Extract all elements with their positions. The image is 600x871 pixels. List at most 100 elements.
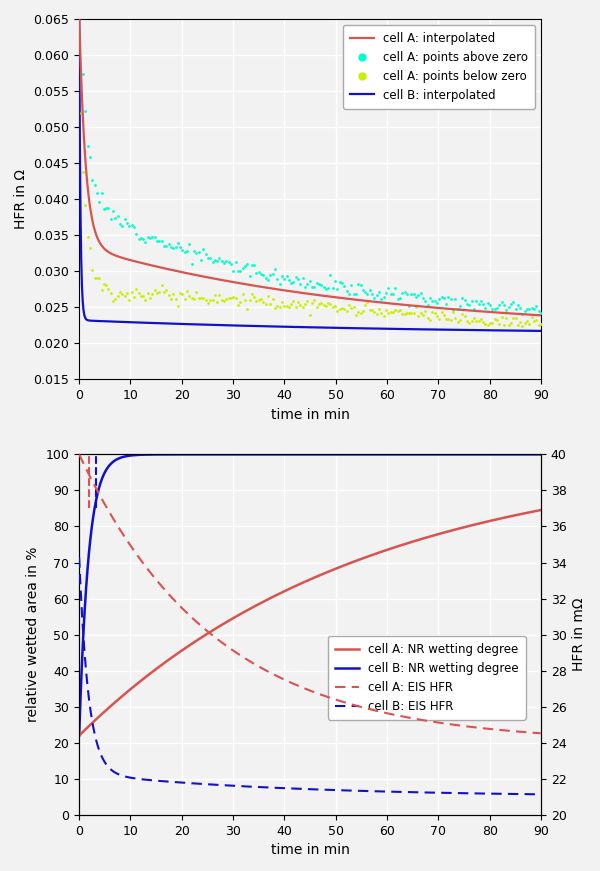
- Point: [358, 304, 368, 318]
- Point: [302, 277, 312, 291]
- Point: [164, 288, 173, 302]
- X-axis label: time in min: time in min: [271, 843, 349, 857]
- Point: [224, 255, 233, 269]
- Point: [178, 287, 187, 301]
- Point: [263, 273, 273, 287]
- Point: [140, 293, 150, 307]
- Point: [432, 296, 442, 310]
- Point: [254, 266, 263, 280]
- Point: [395, 303, 404, 317]
- Point: [374, 285, 384, 299]
- Point: [356, 278, 365, 292]
- Point: [409, 287, 419, 301]
- Point: [101, 201, 111, 215]
- Point: [293, 295, 303, 309]
- Point: [328, 300, 338, 314]
- Point: [155, 234, 164, 248]
- Point: [205, 251, 215, 265]
- Point: [169, 241, 178, 255]
- Point: [97, 186, 106, 200]
- Point: [247, 258, 257, 272]
- Point: [215, 288, 224, 302]
- Point: [118, 219, 127, 233]
- Point: [242, 257, 252, 271]
- Point: [85, 151, 95, 165]
- Point: [159, 239, 169, 253]
- Point: [529, 302, 539, 316]
- Point: [326, 297, 335, 311]
- Point: [472, 294, 481, 308]
- Point: [362, 294, 372, 308]
- Point: [458, 307, 467, 321]
- Point: [201, 246, 211, 260]
- Point: [423, 311, 433, 325]
- Point: [365, 283, 374, 297]
- Point: [300, 280, 310, 294]
- Point: [194, 291, 203, 305]
- Point: [400, 285, 409, 299]
- Point: [443, 290, 453, 304]
- Point: [455, 299, 465, 313]
- Point: [104, 282, 113, 296]
- Point: [251, 294, 261, 307]
- Point: [226, 257, 236, 271]
- Point: [347, 279, 356, 293]
- Point: [492, 314, 502, 327]
- Point: [148, 287, 157, 301]
- Point: [351, 307, 361, 321]
- Point: [446, 293, 455, 307]
- Point: [113, 209, 122, 223]
- Point: [439, 292, 449, 306]
- Point: [421, 304, 430, 318]
- Point: [483, 318, 493, 332]
- Point: [270, 262, 280, 276]
- Point: [374, 301, 384, 315]
- Point: [340, 280, 349, 294]
- Point: [494, 317, 504, 331]
- Point: [443, 312, 453, 326]
- Y-axis label: relative wetted area in %: relative wetted area in %: [26, 547, 40, 722]
- Point: [233, 264, 243, 278]
- Point: [353, 278, 363, 292]
- Point: [83, 230, 92, 244]
- Point: [171, 292, 181, 306]
- Point: [448, 303, 458, 317]
- Point: [115, 285, 125, 299]
- Point: [332, 305, 342, 319]
- Point: [316, 296, 326, 310]
- Point: [314, 297, 324, 311]
- Point: [502, 302, 511, 316]
- Point: [358, 283, 368, 297]
- Point: [361, 285, 370, 299]
- Point: [321, 300, 331, 314]
- Point: [245, 293, 254, 307]
- Point: [504, 319, 514, 333]
- Point: [293, 272, 303, 286]
- Point: [182, 284, 192, 298]
- Point: [425, 292, 435, 306]
- Point: [437, 305, 446, 319]
- Point: [150, 231, 160, 245]
- Point: [476, 313, 485, 327]
- Point: [386, 287, 395, 300]
- Point: [275, 277, 284, 291]
- Point: [187, 291, 197, 305]
- Point: [212, 254, 222, 268]
- Point: [469, 302, 479, 316]
- Point: [221, 254, 231, 268]
- Point: [88, 263, 97, 277]
- Point: [140, 235, 150, 249]
- Point: [175, 240, 185, 254]
- Point: [483, 296, 493, 310]
- Point: [464, 316, 474, 330]
- Point: [362, 287, 372, 300]
- Point: [166, 292, 176, 306]
- Point: [94, 195, 104, 209]
- Point: [335, 275, 344, 289]
- Point: [332, 282, 342, 296]
- Point: [189, 293, 199, 307]
- Point: [99, 202, 109, 216]
- Point: [250, 289, 259, 303]
- Point: [90, 272, 100, 286]
- Point: [210, 288, 220, 302]
